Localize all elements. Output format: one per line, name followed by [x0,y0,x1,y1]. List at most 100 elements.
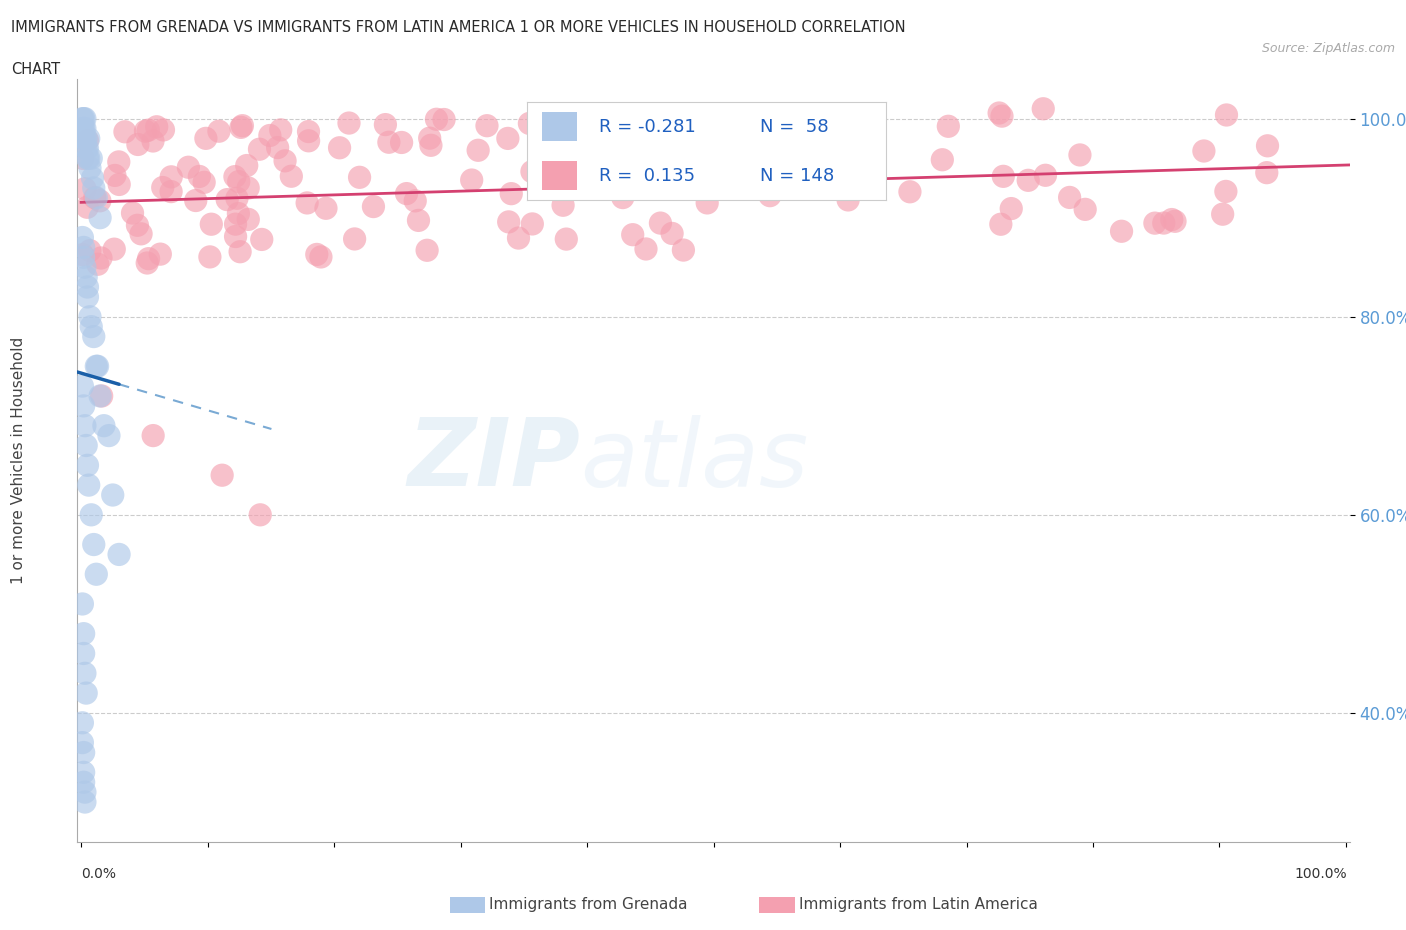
Point [650,216,672,231]
Point [73,418,96,433]
Point [280,169,302,184]
Point [152,123,174,138]
Point [101,487,124,502]
Point [419,138,441,153]
Point [177,160,200,175]
Point [149,246,172,261]
Point [621,227,644,242]
Point [76,200,98,215]
Point [72,646,94,661]
Point [1212,206,1234,221]
Point [72,121,94,136]
Text: R = -0.281: R = -0.281 [599,118,696,136]
Point [416,243,439,258]
Point [408,213,430,228]
Point [672,243,695,258]
Point [786,181,808,196]
Point [249,141,271,156]
Point [211,468,233,483]
Point [634,242,657,257]
Point [349,170,371,185]
Point [1257,139,1279,153]
Point [225,217,247,232]
Point [72,736,94,751]
Bar [541,161,578,191]
Point [1143,216,1166,231]
Point [550,162,572,177]
Point [343,232,366,246]
Text: 100.0%: 100.0% [1295,867,1347,882]
Point [80,319,103,334]
Point [1035,167,1057,182]
Point [134,124,156,139]
Point [786,116,808,131]
Point [661,226,683,241]
Point [82,170,104,185]
Point [73,666,96,681]
Point [603,125,626,140]
Point [274,153,297,168]
Point [636,140,658,155]
Point [1164,214,1187,229]
Point [76,280,98,295]
Point [73,785,96,800]
Point [97,428,120,443]
Text: Source: ZipAtlas.com: Source: ZipAtlas.com [1261,42,1395,55]
Point [76,151,98,166]
Point [1000,201,1022,216]
Point [898,184,921,199]
Point [188,169,211,184]
Point [198,249,221,264]
Point [337,115,360,130]
Point [297,133,319,148]
Point [152,180,174,195]
Point [309,249,332,264]
Point [270,123,292,138]
Point [1069,148,1091,163]
Point [160,169,183,184]
Point [249,508,271,523]
Point [73,794,96,809]
Point [73,259,96,274]
Point [501,186,523,201]
Point [72,379,94,393]
Point [84,566,107,581]
Text: R =  0.135: R = 0.135 [599,166,695,184]
Point [84,359,107,374]
Point [72,715,94,730]
Point [184,193,207,208]
Point [1153,216,1175,231]
Point [75,270,97,285]
Point [1256,166,1278,180]
Point [193,175,215,190]
Point [89,210,111,225]
Point [72,764,94,779]
Point [229,245,252,259]
Text: Immigrants from Grenada: Immigrants from Grenada [489,897,688,912]
Point [83,190,105,205]
Point [72,112,94,126]
Point [508,231,530,246]
Point [520,165,543,179]
Point [72,250,94,265]
Point [433,113,456,127]
Point [79,243,101,258]
Point [76,141,98,156]
Point [557,154,579,169]
Point [378,135,401,150]
Point [560,140,582,155]
Point [107,154,129,169]
Point [194,131,217,146]
Point [80,151,103,166]
Point [931,153,953,167]
Point [404,193,426,208]
Point [83,538,105,552]
Point [104,168,127,183]
Point [127,137,149,152]
Point [297,124,319,139]
Point [235,158,257,173]
Point [1192,143,1215,158]
Point [136,256,159,271]
Point [138,251,160,266]
Point [640,159,662,174]
